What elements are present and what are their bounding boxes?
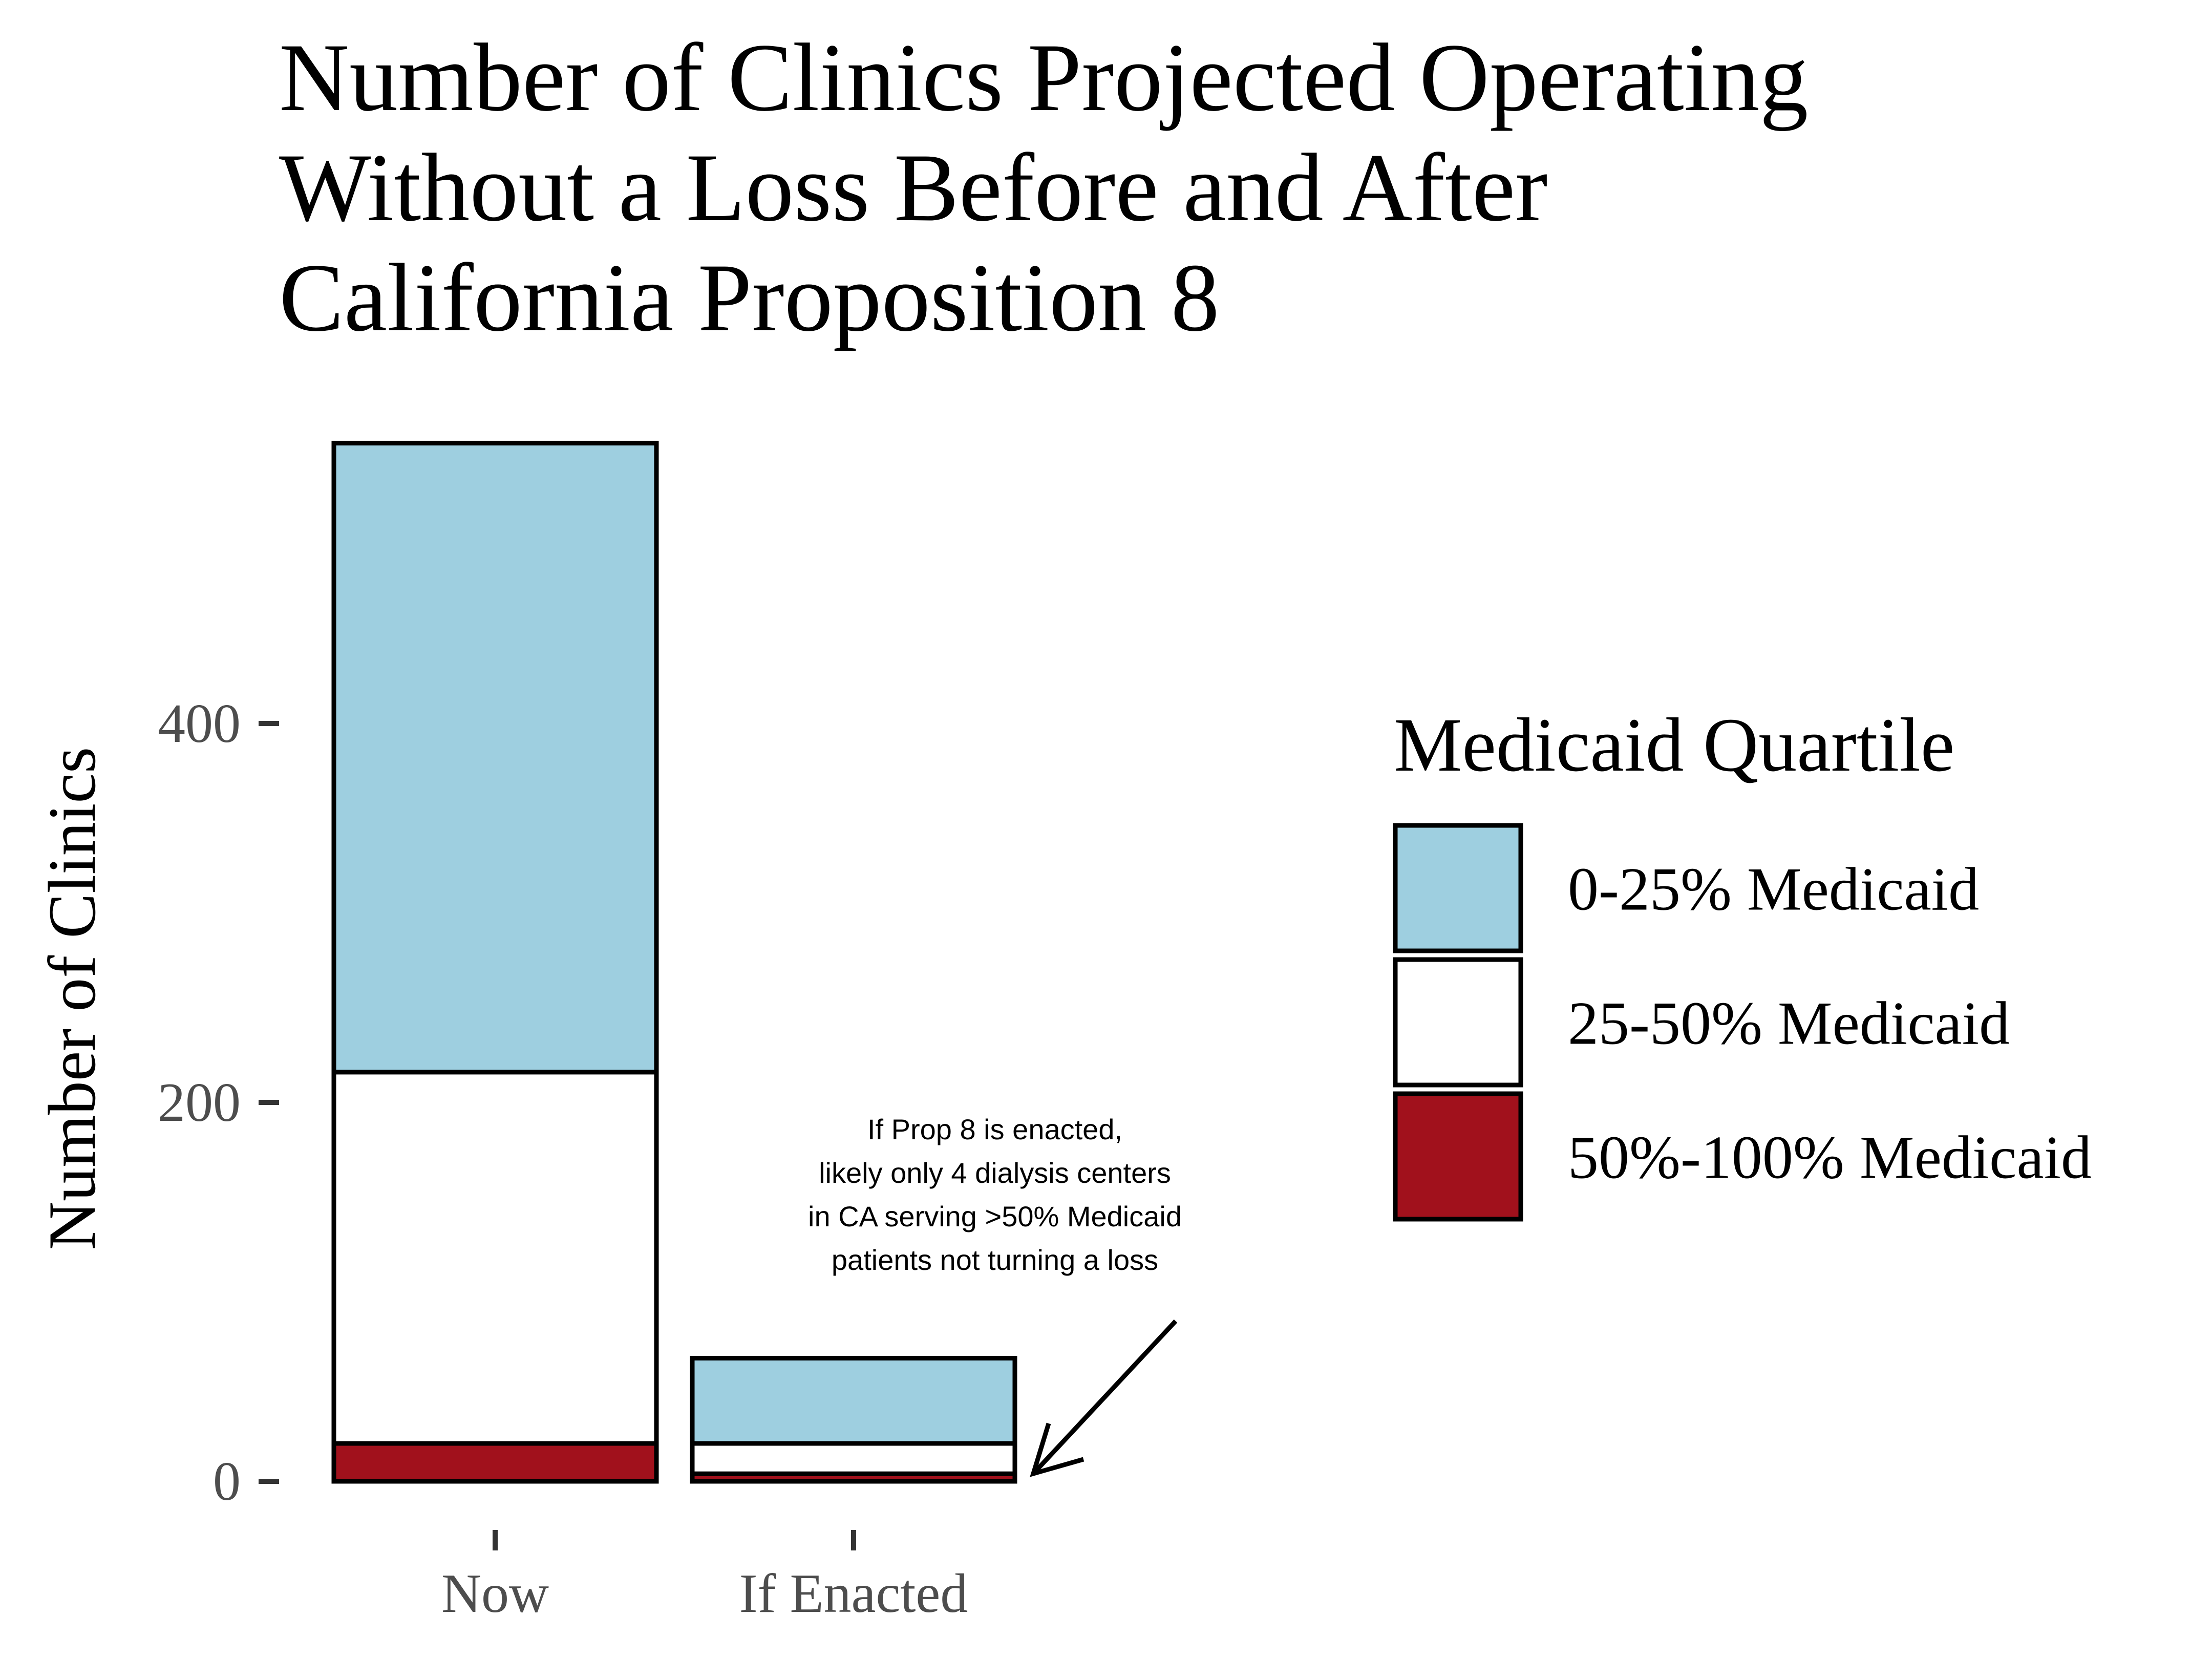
x-axis: Now If Enacted bbox=[441, 1530, 968, 1624]
legend-items: 0-25% Medicaid 25-50% Medicaid 50%-100% Me… bbox=[1393, 823, 2092, 1222]
y-tick-label-200: 200 bbox=[158, 1072, 241, 1133]
y-tick-label-0: 0 bbox=[213, 1451, 241, 1512]
legend-title: Medicaid Quartile bbox=[1394, 703, 1954, 788]
annotation-arrow-shaft bbox=[1031, 1319, 1178, 1476]
bar-segment-if-enacted-2 bbox=[690, 1356, 1017, 1446]
chart-title: Number of Clinics Projected Operating Wi… bbox=[279, 24, 1808, 352]
bar-segment-now-1 bbox=[331, 1070, 659, 1446]
bar-segment-now-2 bbox=[331, 440, 659, 1075]
legend-label-1: 25-50% Medicaid bbox=[1568, 989, 2010, 1057]
chart-title-line-1: Number of Clinics Projected Operating bbox=[279, 24, 1808, 132]
bar-segment-if-enacted-1 bbox=[690, 1441, 1017, 1476]
annotation-line-2: likely only 4 dialysis centers bbox=[819, 1157, 1171, 1189]
bars-layer bbox=[331, 440, 1017, 1484]
x-tick-label-1: If Enacted bbox=[739, 1563, 968, 1624]
legend-label-0: 0-25% Medicaid bbox=[1568, 855, 1979, 923]
y-axis: 0 200 400 bbox=[158, 693, 279, 1512]
legend-key-1 bbox=[1393, 957, 1523, 1088]
annotation-line-3: in CA serving >50% Medicaid bbox=[808, 1200, 1182, 1232]
legend-label-2: 50%-100% Medicaid bbox=[1568, 1123, 2092, 1192]
annotation-line-1: If Prop 8 is enacted, bbox=[867, 1113, 1122, 1145]
y-tick-label-400: 400 bbox=[158, 693, 241, 754]
annotation: If Prop 8 is enacted, likely only 4 dial… bbox=[808, 1113, 1182, 1477]
legend-key-0 bbox=[1393, 823, 1523, 953]
bar-segment-now-0 bbox=[331, 1441, 659, 1484]
y-axis-title: Number of Clinics bbox=[34, 747, 110, 1250]
x-tick-label-0: Now bbox=[441, 1563, 549, 1624]
legend-key-2 bbox=[1393, 1091, 1523, 1222]
chart-title-line-2: Without a Loss Before and After bbox=[279, 134, 1548, 242]
annotation-line-4: patients not turning a loss bbox=[832, 1244, 1158, 1276]
annotation-arrow-head bbox=[1030, 1422, 1084, 1477]
chart-title-line-3: California Proposition 8 bbox=[279, 244, 1220, 352]
legend: Medicaid Quartile 0-25% Medicaid 25-50% M… bbox=[1393, 703, 2092, 1222]
